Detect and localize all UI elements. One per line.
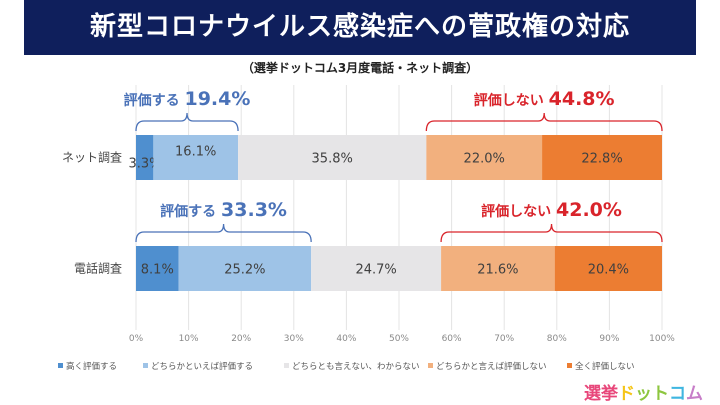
x-tick-label: 40% <box>336 334 356 344</box>
chart-subtitle: （選挙ドットコム3月度電話・ネット調査） <box>241 61 479 75</box>
x-tick-label: 20% <box>231 334 251 344</box>
brace-annotation <box>440 223 663 243</box>
bar-segment <box>426 135 543 180</box>
x-tick-label: 0% <box>129 334 144 344</box>
legend-swatch <box>143 363 148 368</box>
category-label: 電話調査 <box>74 261 122 276</box>
logo-char: ム <box>686 384 703 404</box>
x-tick-label: 80% <box>547 334 567 344</box>
x-tick-label: 100% <box>649 334 675 344</box>
bar-segment <box>311 246 442 291</box>
annotation-label: 評価しない 44.8% <box>474 88 615 110</box>
data-label: 35.8% <box>312 152 353 167</box>
annotation-value: 44.8% <box>549 88 615 110</box>
legend-label: どちらとも言えない、わからない <box>292 361 420 372</box>
legend-label: どちらかといえば評価する <box>151 361 253 372</box>
brace-annotation <box>135 112 239 132</box>
title-banner <box>24 0 696 55</box>
annotation-value: 42.0% <box>556 199 622 221</box>
legend-swatch <box>428 363 433 368</box>
page-title: 新型コロナウイルス感染症への菅政権の対応 <box>89 12 630 42</box>
legend-label: 高く評価する <box>66 361 117 372</box>
logo-char: ト <box>652 384 669 404</box>
x-tick-label: 70% <box>494 334 514 344</box>
legend-swatch <box>567 363 572 368</box>
annotation-text: 評価する <box>124 92 185 109</box>
x-tick-label: 90% <box>599 334 619 344</box>
legend-swatch <box>58 363 63 368</box>
annotation-label: 評価する 33.3% <box>160 199 287 221</box>
bar-segment <box>136 135 154 180</box>
legend-label: どちらかと言えば評価しない <box>436 361 547 372</box>
logo-char: ド <box>618 384 635 404</box>
bar-segment <box>441 246 555 291</box>
data-label: 8.1% <box>141 263 174 278</box>
category-label: ネット調査 <box>62 151 122 165</box>
bar-segment <box>238 135 427 180</box>
x-tick-label: 50% <box>389 334 409 344</box>
x-tick-label: 60% <box>442 334 462 344</box>
data-label: 3.3% <box>128 157 161 172</box>
data-label: 25.2% <box>224 263 265 278</box>
logo-char: 選 <box>584 384 601 404</box>
annotation-label: 評価しない 42.0% <box>481 199 622 221</box>
logo-char: ッ <box>635 384 652 404</box>
annotation-text: 評価しない <box>474 92 549 109</box>
x-tick-label: 10% <box>179 334 199 344</box>
bar-segment <box>153 135 239 180</box>
annotation-label: 評価する 19.4% <box>124 88 251 110</box>
brace-annotation <box>425 112 663 132</box>
data-label: 21.6% <box>477 263 518 278</box>
brace-annotation <box>135 223 312 243</box>
data-label: 20.4% <box>588 263 629 278</box>
data-label: 22.8% <box>581 152 622 167</box>
bar-segment <box>136 246 179 291</box>
x-tick-label: 30% <box>284 334 304 344</box>
data-label: 16.1% <box>175 145 216 160</box>
annotation-text: 評価する <box>160 203 221 220</box>
logo-char: コ <box>669 384 686 404</box>
annotation-value: 19.4% <box>184 88 250 110</box>
data-label: 24.7% <box>355 263 396 278</box>
legend-label: 全く評価しない <box>575 361 635 372</box>
annotation-text: 評価しない <box>481 203 556 220</box>
legend-swatch <box>284 363 289 368</box>
annotation-value: 33.3% <box>221 199 287 221</box>
bar-segment <box>554 246 662 291</box>
logo-char: 挙 <box>601 384 618 404</box>
bar-segment <box>178 246 312 291</box>
data-label: 22.0% <box>464 152 505 167</box>
bar-segment <box>542 135 662 180</box>
senkyo-dotcom-logo: 選挙ドットコム <box>584 379 703 404</box>
